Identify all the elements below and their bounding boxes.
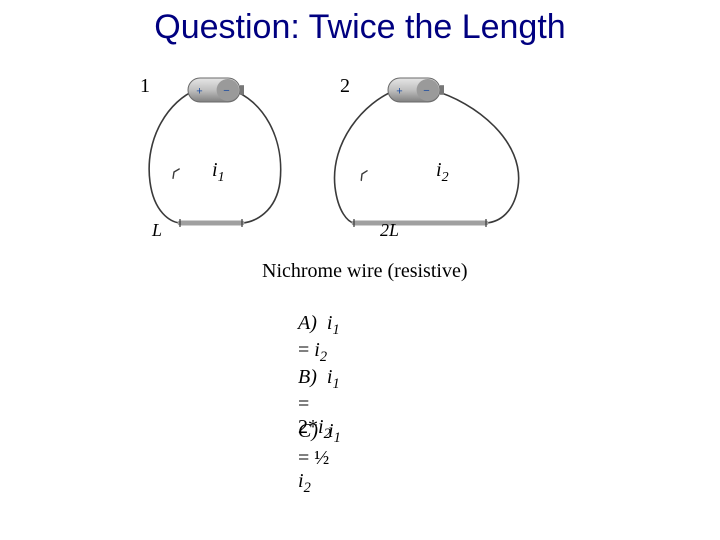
lead-wire	[232, 90, 281, 223]
length-label: L	[151, 220, 162, 240]
lead-wire	[149, 90, 196, 223]
current-arrow-icon	[359, 171, 370, 181]
current-label: i2	[436, 159, 449, 185]
svg-text:−: −	[423, 85, 429, 97]
svg-text:+: +	[396, 85, 402, 97]
slide-root: Question: Twice the Length +−1i1L+−2i22L…	[0, 0, 720, 540]
answer-option: C) i1 = ½ i2	[298, 420, 341, 497]
svg-text:−: −	[223, 85, 229, 97]
current-arrow-icon	[171, 169, 182, 178]
lead-wire	[432, 90, 519, 223]
answer-option: A) i1 = i2	[298, 312, 340, 366]
slide-title: Question: Twice the Length	[0, 8, 720, 47]
length-label: 2L	[380, 220, 399, 240]
lead-wire	[335, 90, 396, 223]
circuit-number: 2	[340, 75, 350, 97]
circuit-number: 1	[140, 75, 150, 97]
battery-icon: +−	[188, 78, 244, 102]
circuits-diagram: +−1i1L+−2i22L	[130, 72, 560, 242]
svg-text:+: +	[196, 85, 202, 97]
current-label: i1	[212, 159, 225, 185]
battery-icon: +−	[388, 78, 444, 102]
caption-text: Nichrome wire (resistive)	[262, 260, 467, 283]
